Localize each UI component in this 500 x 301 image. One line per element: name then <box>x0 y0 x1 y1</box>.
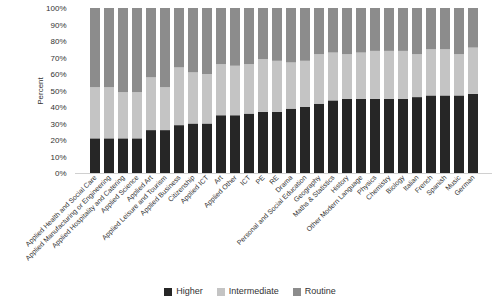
svg-text:Applied Health and Social Care: Applied Health and Social Care <box>24 173 98 248</box>
svg-text:Applied Manufacturing or Engin: Applied Manufacturing or Engineering <box>24 174 113 263</box>
svg-text:Applied ICT: Applied ICT <box>179 173 210 205</box>
svg-text:100%: 100% <box>46 4 66 13</box>
svg-text:Citizenship: Citizenship <box>166 173 196 203</box>
html-text:Routine: Routine <box>304 286 336 296</box>
svg-text:Applied Science: Applied Science <box>99 173 140 215</box>
svg-text:Music: Music <box>443 173 462 192</box>
svg-text:French: French <box>413 173 434 195</box>
svg-text:History: History <box>329 173 350 195</box>
svg-text:Chemistry: Chemistry <box>364 173 392 202</box>
svg-text:Spanish: Spanish <box>425 173 448 197</box>
svg-text:Applied Leisure and Tourism: Applied Leisure and Tourism <box>100 174 168 242</box>
svg-text:Biology: Biology <box>384 173 406 195</box>
svg-text:60%: 60% <box>50 70 66 79</box>
svg-text:Applied Art: Applied Art <box>124 173 154 203</box>
html-text:Intermediate: Intermediate <box>228 286 279 296</box>
svg-text:10%: 10% <box>50 153 66 162</box>
svg-text:Percent: Percent <box>36 76 45 104</box>
svg-text:German: German <box>453 174 476 197</box>
svg-text:30%: 30% <box>50 120 66 129</box>
svg-text:Physics: Physics <box>355 173 378 196</box>
svg-text:Geography: Geography <box>292 173 322 204</box>
svg-text:20%: 20% <box>50 136 66 145</box>
svg-text:Art: Art <box>212 173 224 186</box>
svg-text:Applied Other: Applied Other <box>203 173 239 209</box>
svg-text:Other Modern Language: Other Modern Language <box>305 174 365 234</box>
svg-text:Maths & Statistics: Maths & Statistics <box>291 173 336 219</box>
svg-text:50%: 50% <box>50 87 66 96</box>
svg-text:Drama: Drama <box>274 173 294 194</box>
svg-text:Italian: Italian <box>401 173 420 192</box>
html-text:Higher: Higher <box>176 286 203 296</box>
svg-text:70%: 70% <box>50 54 66 63</box>
svg-text:RE: RE <box>268 173 280 186</box>
svg-text:ICT: ICT <box>239 173 252 186</box>
svg-text:40%: 40% <box>50 103 66 112</box>
svg-text:90%: 90% <box>50 21 66 30</box>
svg-text:80%: 80% <box>50 37 66 46</box>
svg-text:0%: 0% <box>55 169 67 178</box>
svg-text:Applied Hospitality and Cateri: Applied Hospitality and Catering <box>50 174 126 250</box>
svg-text:PE: PE <box>254 174 266 186</box>
svg-text:Applied Business: Applied Business <box>138 173 182 217</box>
svg-text:Personal and Social Education: Personal and Social Education <box>235 173 308 247</box>
